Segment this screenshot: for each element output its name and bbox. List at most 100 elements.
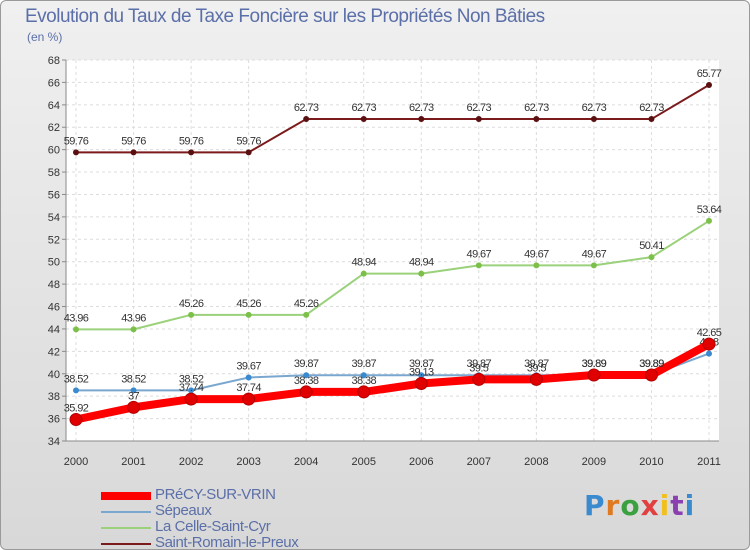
x-tick-label: 2009 — [582, 456, 606, 468]
series-0-data-label: 59.76 — [236, 135, 261, 147]
series-1-data-label: 48.94 — [409, 257, 434, 269]
series-3-point — [587, 368, 601, 382]
series-2-point — [360, 372, 367, 379]
series-1-data-label: 45.26 — [294, 298, 319, 310]
series-3-data-label: 39.13 — [409, 367, 434, 379]
series-1-point — [360, 270, 367, 277]
series-1-data-label: 45.26 — [179, 298, 204, 310]
series-0-data-label: 59.76 — [64, 135, 89, 147]
series-3-data-label: 38.38 — [294, 375, 319, 387]
series-0-point — [706, 81, 712, 88]
y-tick-label: 42 — [48, 346, 60, 358]
series-3-point — [472, 372, 486, 386]
series-0-data-label: 62.73 — [582, 102, 607, 114]
series-2-data-label: 39.87 — [524, 358, 549, 370]
y-tick-label: 36 — [48, 414, 60, 426]
series-0-point — [245, 149, 252, 156]
legend-label-la-celle: La Celle-Saint-Cyr — [155, 518, 271, 535]
series-1-point — [590, 262, 597, 269]
series-3-data-label: 37.74 — [179, 382, 204, 394]
logo-letter: o — [620, 489, 641, 522]
y-tick-label: 46 — [48, 302, 60, 314]
series-3-point — [529, 372, 543, 386]
series-0-point — [590, 116, 597, 123]
series-1-data-label: 45.26 — [236, 298, 261, 310]
series-3-point — [357, 385, 371, 399]
y-tick-label: 58 — [48, 167, 60, 179]
series-0-data-label: 65.77 — [697, 68, 722, 80]
legend-label-sepeaux: Sépeaux — [155, 502, 212, 519]
x-tick-label: 2005 — [351, 456, 375, 468]
y-tick-label: 40 — [48, 369, 60, 381]
series-0-point — [188, 149, 195, 156]
x-tick-label: 2006 — [409, 456, 433, 468]
series-3-data-label: 39.89 — [639, 358, 664, 370]
series-0-point — [130, 149, 137, 156]
series-3-line — [75, 340, 711, 424]
series-0-data-label: 62.73 — [294, 102, 319, 114]
x-tick-label: 2001 — [121, 456, 145, 468]
series-1-point — [303, 311, 310, 318]
series-1-data-label: 53.64 — [697, 204, 722, 216]
y-tick-label: 50 — [48, 257, 60, 269]
x-tick-label: 2002 — [179, 456, 203, 468]
series-0-data-label: 59.76 — [179, 135, 204, 147]
series-3-data-label: 35.92 — [64, 402, 89, 414]
legend-swatch-saint-romain — [101, 543, 151, 545]
legend-swatch-la-celle — [101, 527, 151, 529]
series-2-data-label: 39.87 — [409, 358, 434, 370]
series-2-data-label: 39.87 — [294, 358, 319, 370]
y-tick-label: 60 — [48, 145, 60, 157]
y-tick-label: 64 — [48, 100, 60, 112]
y-tick-label: 34 — [48, 436, 60, 448]
series-2-point — [245, 374, 252, 381]
series-3-point — [127, 400, 141, 414]
y-tick-label: 66 — [48, 77, 60, 89]
x-tick-label: 2011 — [697, 456, 721, 468]
y-tick-label: 38 — [48, 391, 60, 403]
x-tick-label: 2003 — [236, 456, 260, 468]
series-1-data-label: 48.94 — [351, 257, 376, 269]
series-0-data-label: 62.73 — [467, 102, 492, 114]
series-3-data-label: 42.65 — [697, 327, 722, 339]
y-tick-label: 52 — [48, 234, 60, 246]
series-2-point — [303, 372, 310, 379]
series-1-point — [648, 254, 655, 261]
series-3-point — [69, 412, 83, 426]
series-2-data-label: 38.52 — [121, 373, 146, 385]
series-0-point — [533, 116, 540, 123]
series-3-point — [242, 392, 256, 406]
y-tick-label: 54 — [48, 212, 60, 224]
series-3-data-label: 39.5 — [469, 362, 488, 374]
series-3-data-label: 37.74 — [236, 382, 261, 394]
series-3-data-label: 38.38 — [351, 375, 376, 387]
series-0-data-label: 62.73 — [639, 102, 664, 114]
unit-label: (en %) — [27, 30, 63, 44]
logo-letter: i — [684, 489, 696, 522]
legend-label-saint-romain: Saint-Romain-le-Preux — [155, 534, 299, 550]
logo-letter: r — [605, 489, 621, 522]
series-3-point — [702, 337, 716, 351]
series-3-point — [299, 385, 313, 399]
y-tick-label: 48 — [48, 279, 60, 291]
y-tick-label: 56 — [48, 189, 60, 201]
legend-swatch-precy — [101, 492, 151, 500]
logo-letter: P — [584, 489, 606, 522]
series-1-point — [73, 326, 79, 333]
series-2-data-label: 38.52 — [64, 373, 89, 385]
y-tick-label: 44 — [48, 324, 60, 336]
x-tick-label: 2000 — [64, 456, 88, 468]
series-1-line — [76, 220, 710, 331]
series-0-data-label: 62.73 — [409, 102, 434, 114]
series-1-point — [130, 326, 137, 333]
series-2-data-label: 39.87 — [351, 358, 376, 370]
series-2-point — [418, 372, 425, 379]
x-tick-label: 2007 — [467, 456, 491, 468]
series-2-data-label: 38.52 — [179, 373, 204, 385]
series-1-point — [533, 262, 540, 269]
series-2-point — [73, 387, 79, 394]
y-tick-label: 68 — [48, 55, 60, 67]
logo-letter: i — [659, 489, 671, 522]
